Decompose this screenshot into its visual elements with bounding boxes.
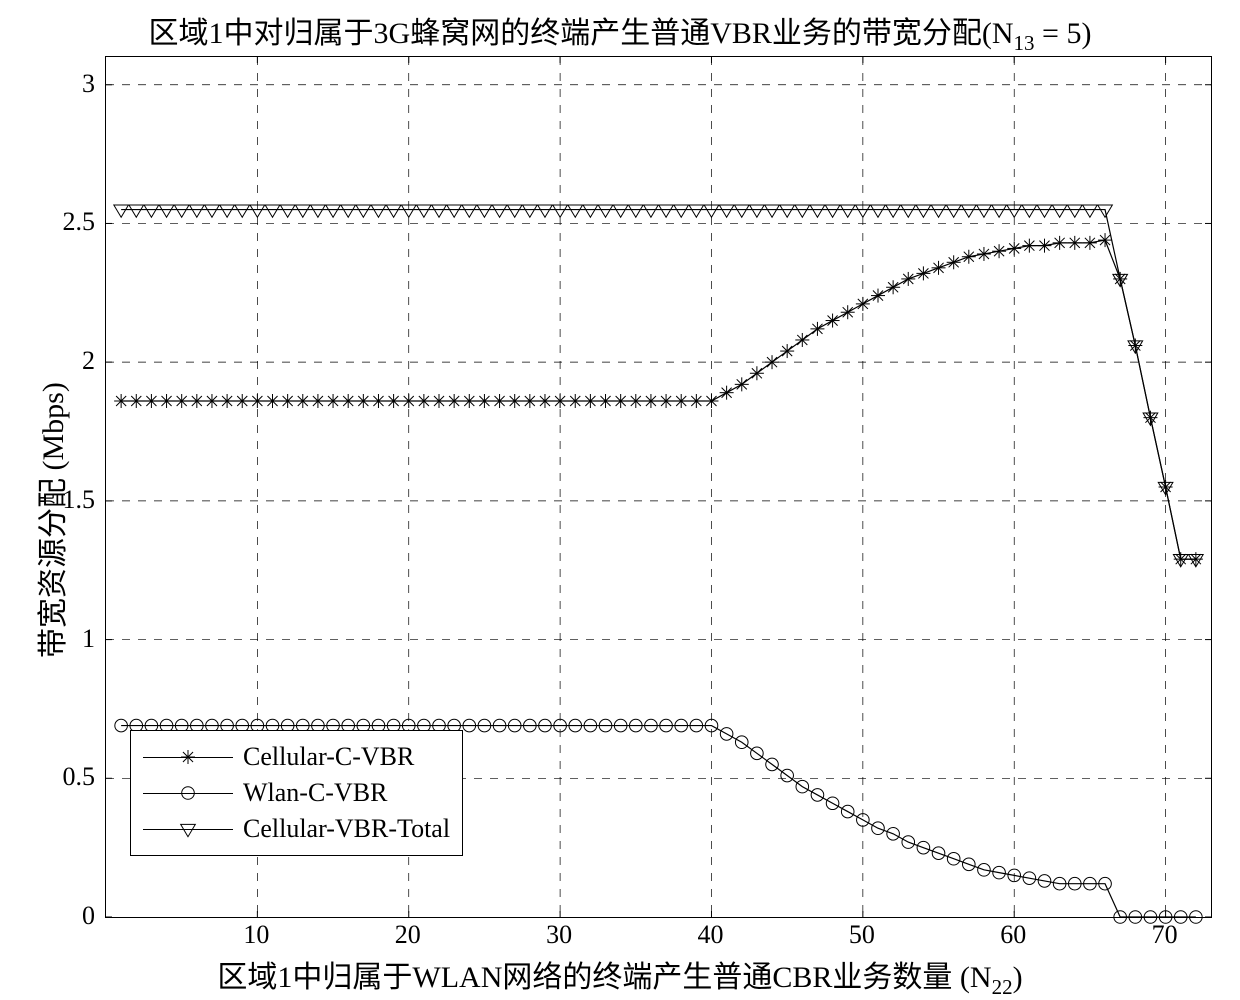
legend-label: Wlan-C-VBR	[243, 778, 387, 808]
x-tick-label: 20	[395, 920, 421, 950]
legend: Cellular-C-VBR Wlan-C-VBR Cellular-VBR-Tot…	[130, 730, 463, 856]
legend-item: Cellular-VBR-Total	[143, 811, 450, 847]
x-tick-label: 50	[849, 920, 875, 950]
chart-container: 区域1中对归属于3G蜂窝网的终端产生普通VBR业务的带宽分配(N13 = 5) …	[0, 0, 1240, 996]
x-tick-label: 40	[697, 920, 723, 950]
y-tick-label: 1.5	[63, 485, 96, 515]
xlabel-suffix: )	[1013, 961, 1023, 994]
y-tick-label: 2	[82, 346, 95, 376]
legend-item: Wlan-C-VBR	[143, 775, 450, 811]
title-sub: 13	[1014, 31, 1035, 55]
y-tick-label: 3	[82, 69, 95, 99]
xlabel-prefix: 区域1中归属于WLAN网络的终端产生普通CBR业务数量 (N	[217, 961, 991, 994]
title-suffix: = 5)	[1035, 17, 1092, 50]
y-tick-label: 1	[82, 624, 95, 654]
y-tick-label: 2.5	[63, 207, 96, 237]
legend-label: Cellular-VBR-Total	[243, 814, 450, 844]
x-tick-label: 60	[1000, 920, 1026, 950]
y-tick-label: 0	[82, 901, 95, 931]
x-tick-label: 70	[1152, 920, 1178, 950]
x-tick-label: 10	[243, 920, 269, 950]
legend-item: Cellular-C-VBR	[143, 739, 450, 775]
legend-label: Cellular-C-VBR	[243, 742, 414, 772]
y-axis-label: 带宽资源分配 (Mbps)	[28, 382, 72, 658]
chart-title: 区域1中对归属于3G蜂窝网的终端产生普通VBR业务的带宽分配(N13 = 5)	[0, 8, 1240, 56]
y-tick-label: 0.5	[63, 762, 96, 792]
x-tick-label: 30	[546, 920, 572, 950]
xlabel-sub: 22	[992, 975, 1013, 999]
x-axis-label: 区域1中归属于WLAN网络的终端产生普通CBR业务数量 (N22)	[0, 952, 1240, 1000]
title-prefix: 区域1中对归属于3G蜂窝网的终端产生普通VBR业务的带宽分配(N	[149, 17, 1014, 50]
